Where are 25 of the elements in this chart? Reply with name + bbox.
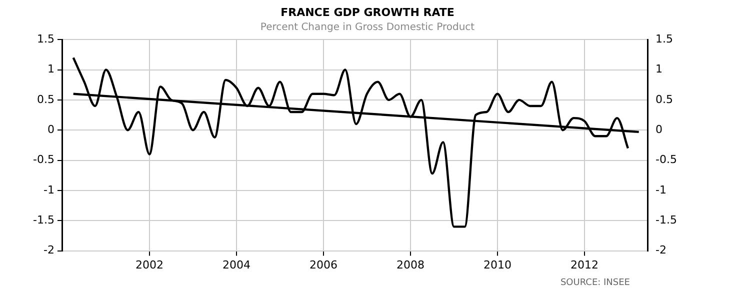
x-tick-label: 2006 bbox=[309, 258, 338, 272]
source-note: SOURCE: INSEE bbox=[560, 278, 630, 288]
chart-title: FRANCE GDP GROWTH RATE bbox=[280, 6, 456, 19]
x-tick-label: 2002 bbox=[135, 258, 164, 272]
y2-tick-label: 1 bbox=[656, 62, 663, 76]
y2-tick-label: -1 bbox=[656, 183, 667, 196]
chart-subtitle: Percent Change in Gross Domestic Product bbox=[259, 22, 476, 33]
y-tick-label: -1.5 bbox=[32, 213, 54, 226]
y2-tick-label: 1.5 bbox=[656, 32, 674, 46]
y-tick-label: 0.5 bbox=[36, 92, 54, 106]
y2-tick-label: -1.5 bbox=[656, 213, 678, 226]
y-tick-label: -2 bbox=[43, 244, 54, 257]
y-tick-label: 1 bbox=[47, 62, 54, 76]
y-tick-label: -0.5 bbox=[32, 153, 54, 166]
y2-tick-label: -0.5 bbox=[656, 153, 678, 166]
y2-tick-label: -2 bbox=[656, 244, 667, 257]
x-tick-label: 2004 bbox=[222, 258, 250, 272]
y-tick-label: 0 bbox=[47, 122, 54, 136]
x-tick-label: 2008 bbox=[396, 258, 424, 272]
x-tick-label: 2010 bbox=[483, 258, 512, 272]
y-tick-label: 1.5 bbox=[36, 32, 54, 46]
y2-tick-label: 0.5 bbox=[656, 92, 674, 106]
x-tick-label: 2012 bbox=[570, 258, 598, 272]
y-tick-label: -1 bbox=[43, 183, 54, 196]
y2-tick-label: 0 bbox=[656, 122, 663, 136]
